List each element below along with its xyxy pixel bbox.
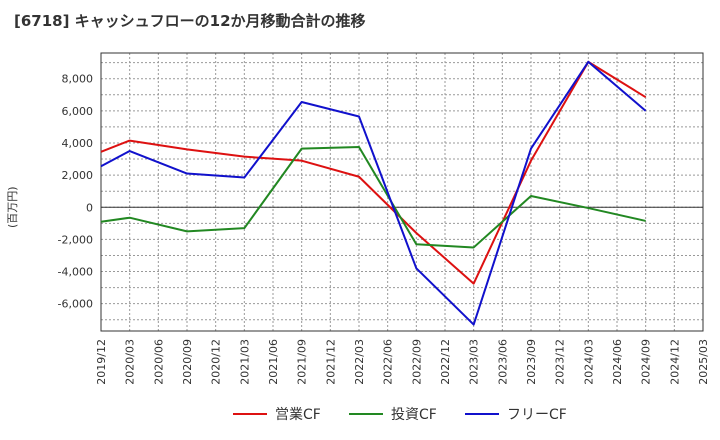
y-tick-label: -4,000 (58, 266, 93, 279)
series-line-0 (100, 60, 647, 285)
y-tick-label: 4,000 (62, 137, 94, 150)
legend-label-0: 営業CF (275, 407, 321, 423)
y-tick-label: 8,000 (62, 73, 94, 86)
x-tick-label: 2021/06 (267, 339, 280, 385)
series-line-2 (100, 60, 647, 326)
x-tick-label: 2024/09 (640, 339, 653, 385)
x-tick-label: 2020/12 (210, 339, 223, 385)
x-tick-label: 2022/12 (439, 339, 452, 385)
legend-label-2: フリーCF (507, 407, 567, 423)
y-tick-label: -2,000 (58, 233, 93, 246)
x-tick-label: 2020/03 (124, 339, 137, 385)
x-tick-label: 2023/09 (525, 339, 538, 385)
y-tick-label: 2,000 (62, 169, 94, 182)
x-tick-label: 2020/09 (181, 339, 194, 385)
x-tick-label: 2021/03 (238, 339, 251, 385)
x-tick-label: 2024/06 (611, 339, 624, 385)
legend-label-1: 投資CF (391, 407, 437, 423)
x-tick-label: 2022/03 (353, 339, 366, 385)
plot-border (100, 52, 704, 332)
x-tick-label: 2021/12 (324, 339, 337, 385)
x-tick-label: 2021/09 (296, 339, 309, 385)
x-tick-label: 2023/12 (554, 339, 567, 385)
x-tick-label: 2024/12 (668, 339, 681, 385)
x-tick-label: 2022/06 (382, 339, 395, 385)
x-tick-label: 2022/09 (410, 339, 423, 385)
y-tick-label: 0 (86, 201, 93, 214)
x-tick-label: 2023/03 (468, 339, 481, 385)
y-tick-label: -6,000 (58, 298, 93, 311)
x-tick-label: 2025/03 (697, 339, 710, 385)
plot-area (101, 53, 703, 331)
x-tick-label: 2020/06 (152, 339, 165, 385)
x-tick-label: 2019/12 (95, 339, 108, 385)
series-line-1 (100, 146, 646, 249)
x-tick-label: 2023/06 (496, 339, 509, 385)
chart-title: [6718] キャッシュフローの12か月移動合計の推移 (14, 12, 366, 30)
y-tick-label: 6,000 (62, 105, 94, 118)
x-tick-label: 2024/03 (582, 339, 595, 385)
